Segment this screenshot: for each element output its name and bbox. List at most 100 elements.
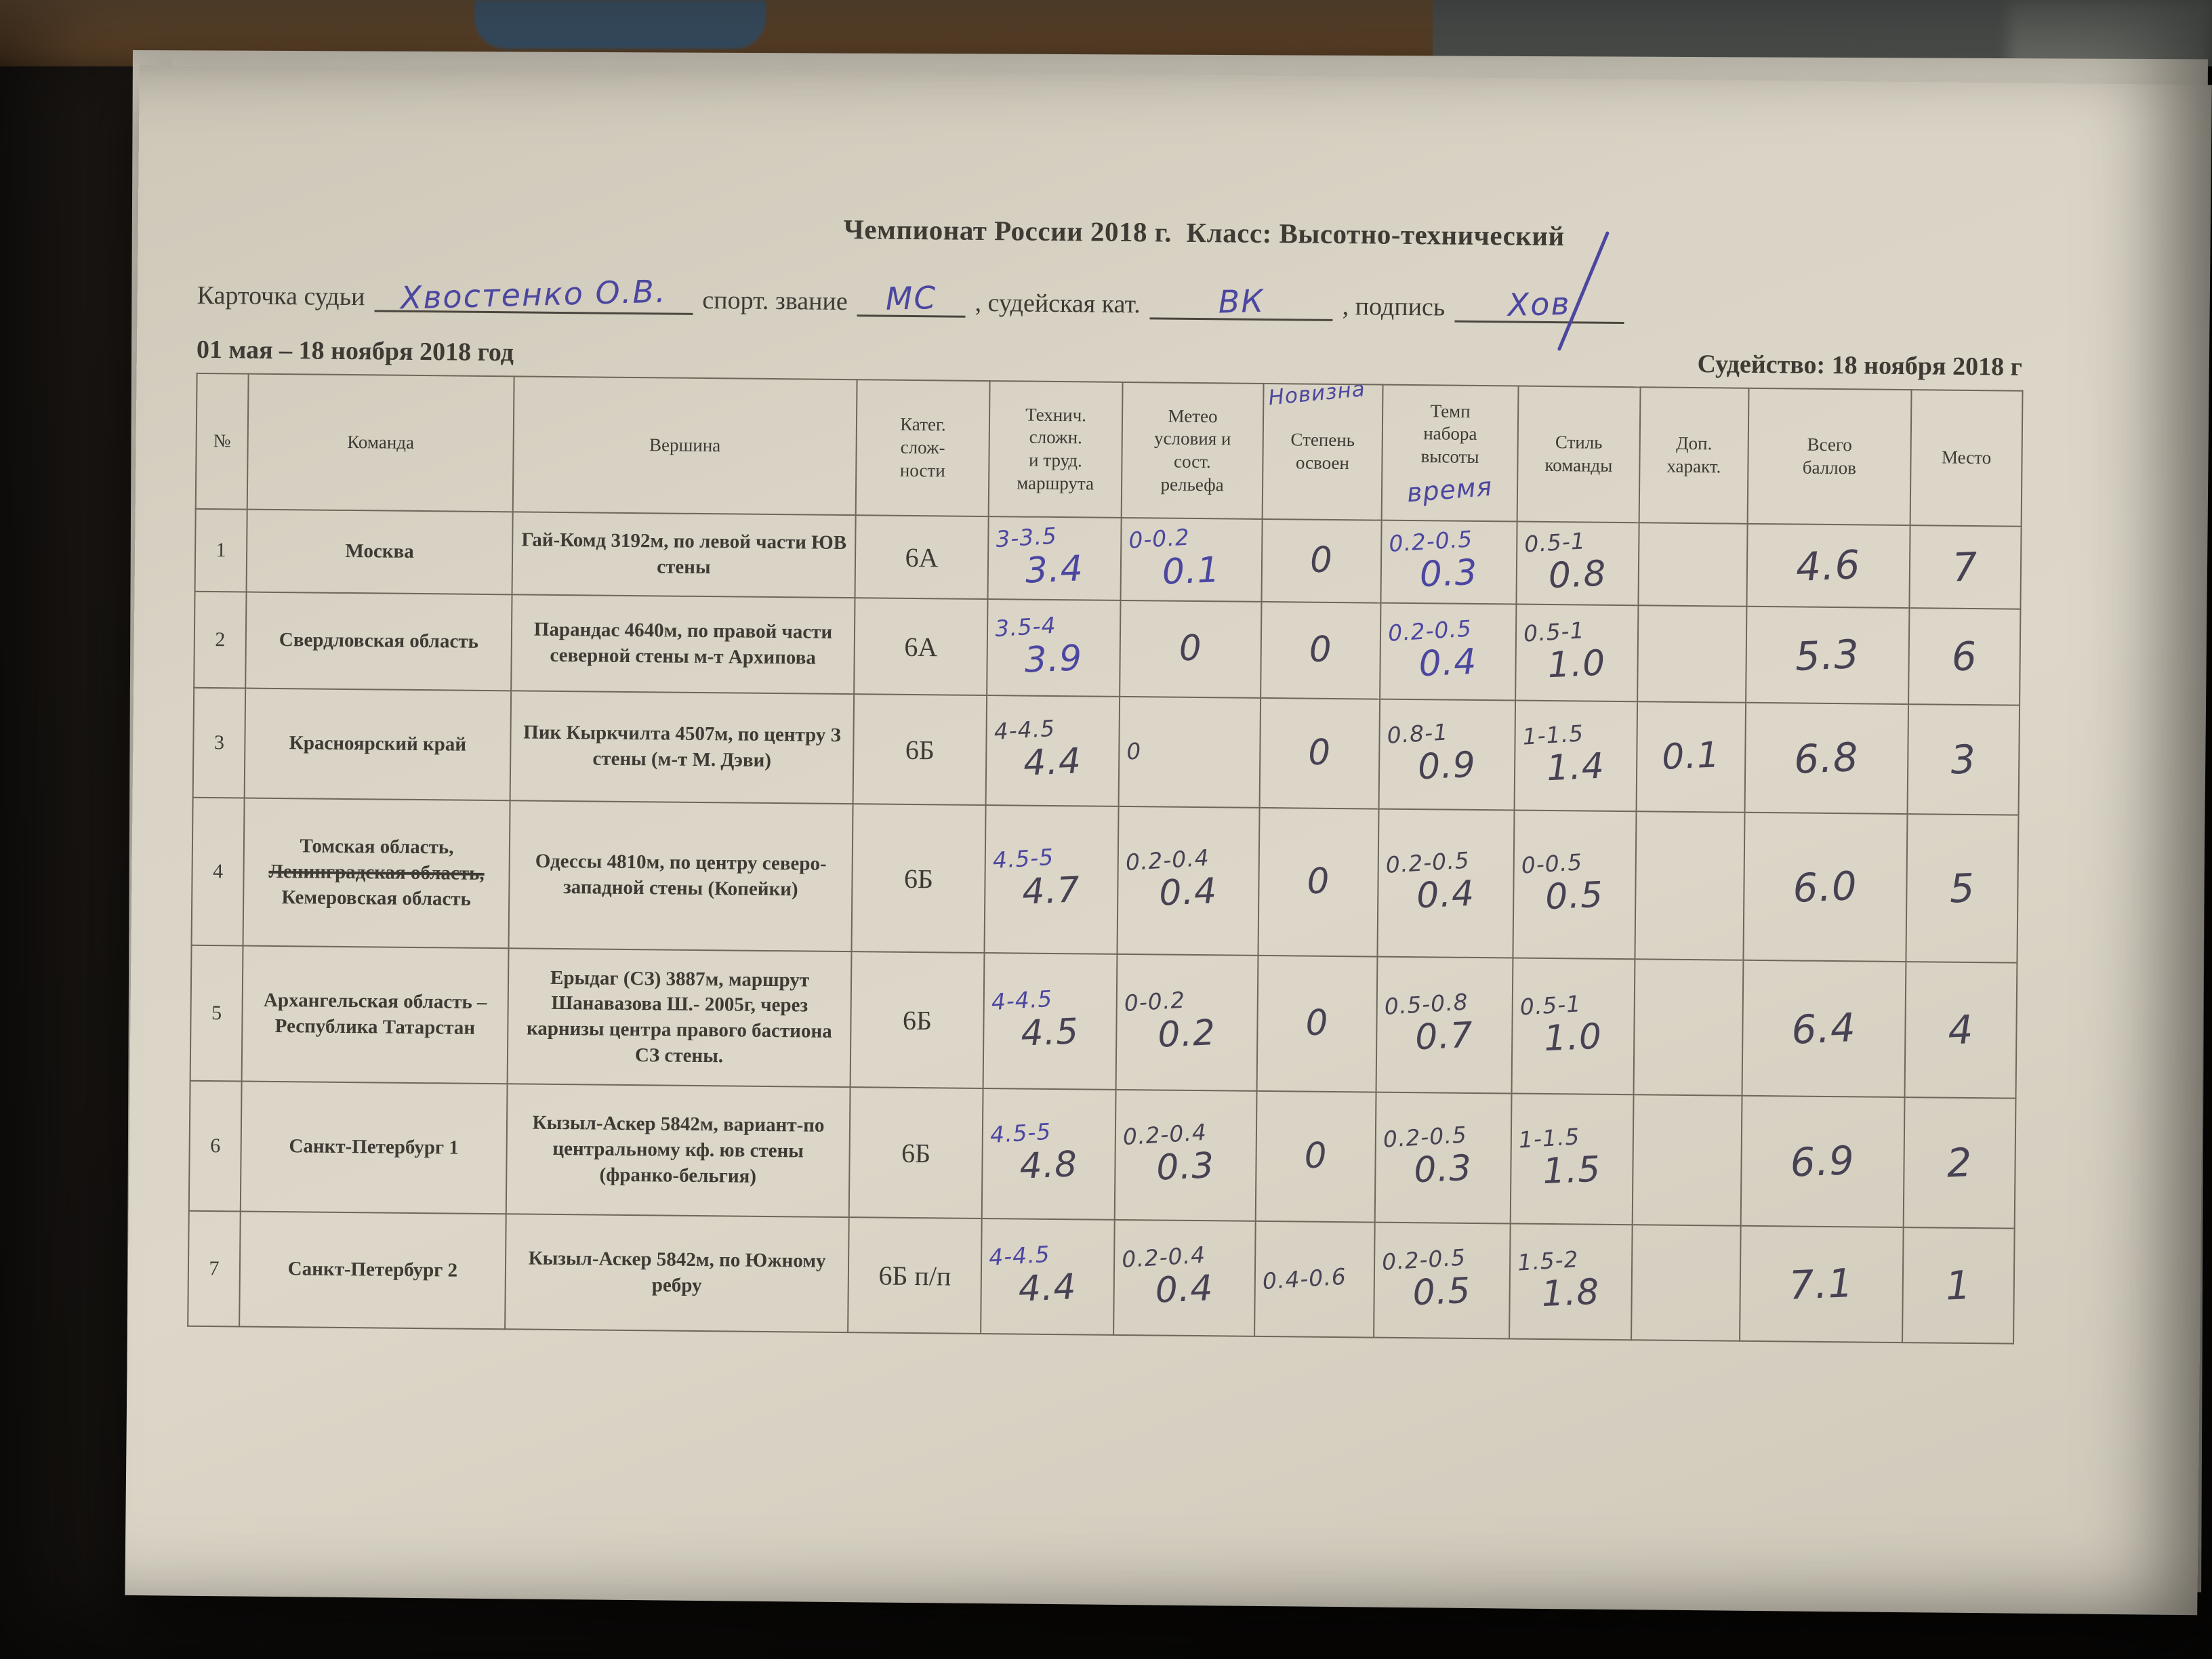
- col-header-dop: Доп. характ.: [1639, 387, 1749, 524]
- judge-name-handwritten: Хвостенко О.В.: [400, 272, 668, 316]
- score-value: 0.4: [1416, 874, 1476, 917]
- score-value: 0.5: [1544, 874, 1605, 918]
- score-value: 3.4: [1024, 548, 1084, 592]
- col-header-degree-text: Степень освоен: [1290, 429, 1355, 474]
- score-range: 0.5-1: [1519, 990, 1582, 1021]
- row-number: 4: [191, 797, 245, 946]
- meteo-score-cell: 0.2-0.4 0.4: [1117, 806, 1260, 956]
- team-line-struck: Ленинградская область,: [268, 861, 485, 885]
- team-line: Кемеровская область: [281, 886, 472, 910]
- tempo-score-cell: 0.2-0.5 0.4: [1380, 602, 1517, 701]
- signature-label: , подпись: [1342, 292, 1446, 322]
- score-range: 0.2-0.4: [1121, 1241, 1207, 1273]
- score-value: 6.4: [1790, 1004, 1858, 1053]
- table-row: 7 Санкт-Петербург 2 Кызыл-Аскер 5842м, п…: [188, 1210, 2015, 1344]
- row-number: 2: [194, 591, 247, 689]
- meteo-score-cell: 0-0.2 0.2: [1115, 954, 1258, 1091]
- place-cell: 7: [1909, 525, 2022, 609]
- style-score-cell: 1-1.5 1.5: [1510, 1093, 1634, 1225]
- score-range: 4-4.5: [993, 714, 1057, 745]
- meteo-score-cell: 0-0.2 0.1: [1120, 517, 1263, 602]
- score-value: 4.6: [1795, 541, 1862, 590]
- row-number: 1: [194, 508, 247, 592]
- tempo-score-cell: 0.8-1 0.9: [1378, 699, 1516, 811]
- tempo-score-cell: 0.2-0.5 0.4: [1377, 808, 1515, 958]
- category-cell: 6А: [855, 515, 989, 600]
- peak-cell: Кызыл-Аскер 5842м, вариант-по центрально…: [506, 1084, 851, 1218]
- score-range: 1-1.5: [1521, 720, 1585, 750]
- place-cell: 4: [1904, 962, 2018, 1099]
- category-cell: 6Б: [848, 1087, 983, 1219]
- score-value: 7: [1951, 543, 1980, 591]
- place-cell: 5: [1906, 814, 2019, 963]
- table-row: 5 Архангельская область – Республика Тат…: [190, 945, 2018, 1099]
- place-cell: 2: [1903, 1097, 2016, 1229]
- tech-score-cell: 4-4.5 4.5: [983, 953, 1118, 1090]
- score-range: 0-0.2: [1123, 986, 1187, 1017]
- degree-score-cell: 0: [1259, 697, 1380, 809]
- score-value: 0.2: [1157, 1012, 1217, 1056]
- style-score-cell: 0.5-1 0.8: [1516, 521, 1639, 606]
- score-value: 0.1: [1661, 735, 1721, 778]
- judge-category-handwritten: ВК: [1218, 282, 1265, 321]
- score-range: 4-4.5: [990, 985, 1054, 1016]
- col-header-peak: Вершина: [512, 376, 857, 516]
- score-value: 0: [1178, 628, 1204, 670]
- col-header-team: Команда: [247, 373, 514, 512]
- score-value: 6.9: [1789, 1136, 1856, 1186]
- peak-cell: Пик Кыркчилта 4507м, по центру З стены (…: [510, 691, 855, 804]
- score-value: 0: [1303, 1135, 1328, 1177]
- score-value: 0.4: [1418, 642, 1478, 685]
- row-number: 7: [188, 1210, 241, 1327]
- score-value: 5: [1948, 864, 1976, 912]
- style-score-cell: 0.5-1 1.0: [1515, 604, 1639, 702]
- style-score-cell: 0.5-1 1.0: [1511, 958, 1635, 1095]
- score-range: 4.5-5: [989, 1118, 1052, 1149]
- score-value: 4: [1947, 1006, 1975, 1054]
- score-range: 4.5-5: [991, 843, 1055, 874]
- meteo-score-cell: 0.2-0.4 0.4: [1113, 1219, 1256, 1336]
- score-range: 4-4.5: [988, 1240, 1051, 1271]
- team-cell: Свердловская область: [245, 592, 512, 691]
- col-header-num: №: [195, 373, 249, 510]
- score-value: 0.4: [1158, 871, 1218, 914]
- score-range: 0.2-0.5: [1385, 846, 1471, 878]
- score-range: 0-0.2: [1128, 523, 1191, 554]
- judge-card-line: Карточка судьи Хвостенко О.В. спорт. зва…: [197, 230, 2210, 352]
- score-range: 3-3.5: [995, 522, 1058, 553]
- blue-object: [474, 0, 766, 49]
- category-cell: 6А: [854, 598, 988, 696]
- total-score-cell: 6.8: [1744, 702, 1909, 815]
- score-value: 0.3: [1418, 552, 1479, 596]
- score-value: 2: [1946, 1139, 1973, 1187]
- tempo-score-cell: 0.2-0.5 0.3: [1374, 1092, 1512, 1224]
- score-range: 0.5-1: [1523, 527, 1586, 558]
- degree-score-cell: 0: [1261, 518, 1382, 603]
- judge-category-blank: ВК: [1149, 282, 1334, 321]
- score-value: 7.1: [1788, 1259, 1855, 1309]
- page-title: Чемпионат России 2018 г. Класс: Высотно-…: [843, 213, 1565, 252]
- score-range: 0.4-0.6: [1261, 1263, 1347, 1294]
- table-row: 6 Санкт-Петербург 1 Кызыл-Аскер 5842м, в…: [188, 1080, 2016, 1229]
- score-value: 0.3: [1413, 1147, 1473, 1191]
- team-cell: Санкт-Петербург 2: [239, 1211, 506, 1330]
- judge-scorecard-paper: Чемпионат России 2018 г. Класс: Высотно-…: [125, 65, 2212, 1616]
- team-cell: Санкт-Петербург 1: [240, 1081, 508, 1214]
- peak-cell: Гай-Комд 3192м, по левой части ЮВ стены: [512, 512, 856, 598]
- place-cell: 1: [1902, 1227, 2015, 1344]
- score-value: 4.4: [1023, 741, 1083, 785]
- score-value: 0.4: [1154, 1268, 1214, 1311]
- judging-date: Судейство: 18 ноября 2018 г: [1697, 350, 2023, 382]
- degree-score-cell: 0: [1256, 955, 1378, 1092]
- place-cell: 3: [1907, 704, 2020, 815]
- degree-score-cell: 0: [1261, 601, 1381, 699]
- score-value: 0: [1307, 732, 1332, 774]
- competition-period: 01 мая – 18 ноября 2018 год: [196, 335, 514, 367]
- score-value: 4.7: [1021, 869, 1082, 914]
- row-number: 5: [190, 945, 243, 1082]
- score-value: 4.5: [1020, 1011, 1080, 1055]
- table-row: 4 Томская область, Ленинградская область,…: [191, 797, 2019, 963]
- row-number: 6: [188, 1080, 242, 1212]
- score-range: 1-1.5: [1517, 1123, 1581, 1153]
- col-header-meteo: Метео условия и сост. рельефа: [1121, 382, 1264, 519]
